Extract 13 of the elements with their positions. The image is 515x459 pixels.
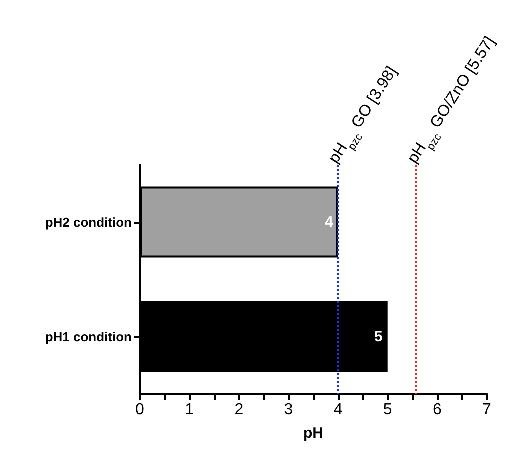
- data-label: 4: [324, 214, 334, 231]
- y-tick-label: pH1 condition: [45, 329, 132, 344]
- x-tick-label: 2: [234, 402, 244, 418]
- x-tick-label: 3: [284, 402, 294, 418]
- y-tick-label: pH2 condition: [45, 214, 132, 230]
- x-tick-label: 7: [482, 402, 492, 418]
- x-tick-label: 6: [432, 402, 442, 418]
- x-tick-label: 0: [136, 402, 145, 418]
- x-tick-label: 4: [334, 402, 343, 418]
- x-tick-label: 5: [383, 402, 392, 418]
- x-tick-label: 1: [185, 402, 194, 418]
- data-label: 5: [374, 328, 383, 346]
- x-axis-title: pH: [304, 425, 324, 442]
